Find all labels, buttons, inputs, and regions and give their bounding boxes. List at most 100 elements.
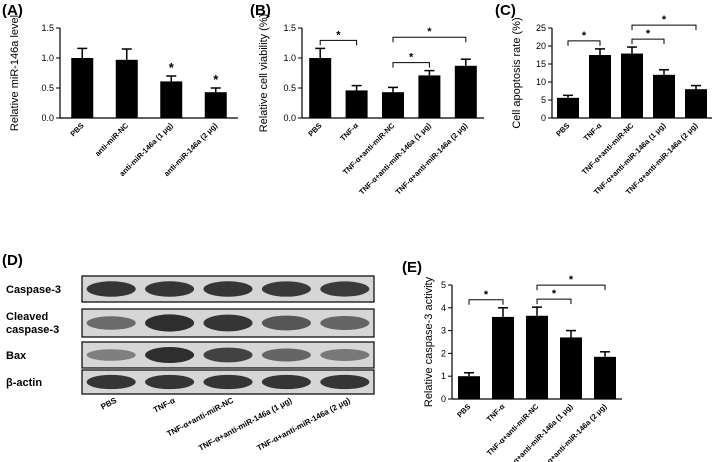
significance-bracket [392,36,467,43]
significance-star: * [427,26,432,38]
bar [382,92,404,118]
bar [115,59,138,118]
significance-bracket [567,40,601,46]
panel-e-label: (E) [402,259,422,276]
y-tick-label: 25 [536,23,546,33]
category-label: PBS [554,121,571,138]
panel-d-label: (D) [2,252,23,269]
y-tick-label: 0.5 [41,83,54,93]
bar [418,75,441,118]
y-tick-label: 10 [536,77,546,87]
blot-band [203,281,253,297]
bar [160,81,183,118]
panel-b-chart: (B) 0.0 0.5 1.0 1.5 Relative cell viability … [250,2,484,197]
blot-lane-label: PBS [99,396,118,412]
category-label: TNF-α+anti-miR-146a (1 μg) [357,121,433,197]
blot-band [86,349,136,361]
blot-band [145,347,195,363]
blot-band [203,374,253,390]
bar [685,89,707,118]
blot-row-label: Bax [6,350,27,362]
blot-band [86,316,136,330]
panel-b-label: (B) [250,2,271,19]
panel-a-label: (A) [2,2,23,19]
y-tick-label: 0 [541,113,546,123]
blot-band [145,281,195,297]
blot-row-label: Cleaved caspase-3 [6,311,59,336]
category-label: PBS [306,121,323,138]
bar [557,97,579,118]
y-tick-label: 1.5 [41,23,54,33]
significance-star: * [582,30,587,42]
blot-lane-label: TNF-α [152,396,177,415]
panel-c-label: (C) [495,2,516,19]
blot-band [145,314,195,332]
bar [594,356,616,399]
y-tick-label: 4 [441,303,446,313]
category-label: TNF-α+anti-miR-146a (2 μg) [394,121,470,197]
blot-band [203,347,253,363]
bar [345,90,368,118]
y-tick-label: 0 [441,394,446,404]
category-label: TNF-α [338,121,360,143]
significance-star: * [662,14,667,26]
blot-lane-label: TNF-α+anti-miR-146a (1 μg) [197,396,294,453]
bar [653,74,675,118]
bar [454,65,477,118]
bar [526,315,548,399]
panel-d-western-blot: (D) Caspase-3 Cleaved caspase-3 Bax β-actin P… [2,252,375,453]
blot-band [261,315,311,331]
bar [309,58,332,118]
blot-row-label: Caspase-3 [6,284,61,296]
significance-star: * [409,52,414,64]
blot-band [203,314,253,332]
bar [458,376,480,399]
significance-star: * [646,28,651,40]
y-tick-label: 1.5 [283,23,296,33]
bar [492,316,514,399]
category-label: anti-miR-NC [93,121,130,158]
significance-star: * [484,289,489,301]
y-tick-label: 2 [441,348,446,358]
significance-bracket [536,298,572,305]
significance-bracket [536,284,606,291]
y-tick-label: 20 [536,41,546,51]
significance-bracket [631,38,665,45]
bar [204,92,227,118]
significance-star: * [336,29,341,41]
panel-c-chart: (C) 0 5 10 15 20 25 Cell apoptosis rate (%) PBS… [495,2,712,197]
y-tick-label: 3 [441,326,446,336]
blot-band [86,374,136,390]
y-tick-label: 15 [536,59,546,69]
y-axis-label: Relative cell viability (%) [258,14,270,133]
category-label: TNF-α [582,121,604,143]
y-axis-label: Relative caspase-3 activity [423,276,435,407]
y-tick-label: 0.5 [283,83,296,93]
y-tick-label: 1 [441,371,446,381]
significance-star: * [213,72,219,87]
y-tick-label: 5 [541,95,546,105]
significance-bracket [631,24,697,31]
blot-band [320,349,370,361]
category-label: PBS [68,121,85,138]
category-label: PBS [455,402,472,419]
significance-star: * [552,288,557,300]
blot-band [261,348,311,362]
y-tick-label: 1.0 [283,53,296,63]
blot-row-label: β-actin [6,377,42,389]
significance-bracket [392,62,430,68]
significance-star: * [569,274,574,286]
significance-bracket [319,39,358,46]
significance-bracket [468,299,504,305]
blot-band [261,374,311,390]
blot-lane-label: TNF-α+anti-miR-146a (2 μg) [255,396,352,453]
panel-e-chart: (E) 0 1 2 3 4 5 Relative caspase-3 activity PBS… [402,259,622,462]
blot-band [320,316,370,330]
y-tick-label: 5 [441,280,446,290]
y-tick-label: 1.0 [41,53,54,63]
y-tick-label: 0.0 [41,113,54,123]
bar [589,55,611,118]
bar [560,337,582,399]
bar [621,53,643,119]
